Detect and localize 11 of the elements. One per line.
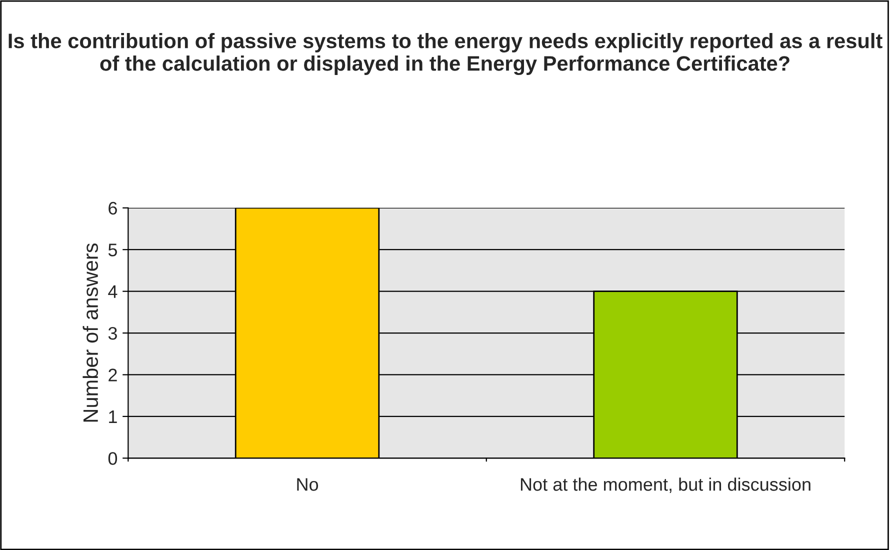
y-tick-label: 5 — [108, 244, 117, 256]
y-tick-label: 6 — [108, 202, 117, 215]
x-tick-label: Not at the moment, but in discussion — [520, 478, 810, 493]
y-tick-label: 0 — [108, 452, 118, 465]
y-tick-label: 2 — [108, 368, 117, 382]
y-tick-label: 1 — [109, 410, 117, 423]
y-tick-label: 4 — [108, 285, 118, 298]
x-tick-label: No — [297, 478, 318, 491]
chart-title: Is the contribution of passive systems to the energy needs explicitly reported as a result of the calculation or displayed in the Energy Performance Certificate? — [8, 33, 882, 76]
y-axis-title: Number of answers — [82, 243, 98, 422]
y-tick-label: 3 — [108, 326, 117, 340]
